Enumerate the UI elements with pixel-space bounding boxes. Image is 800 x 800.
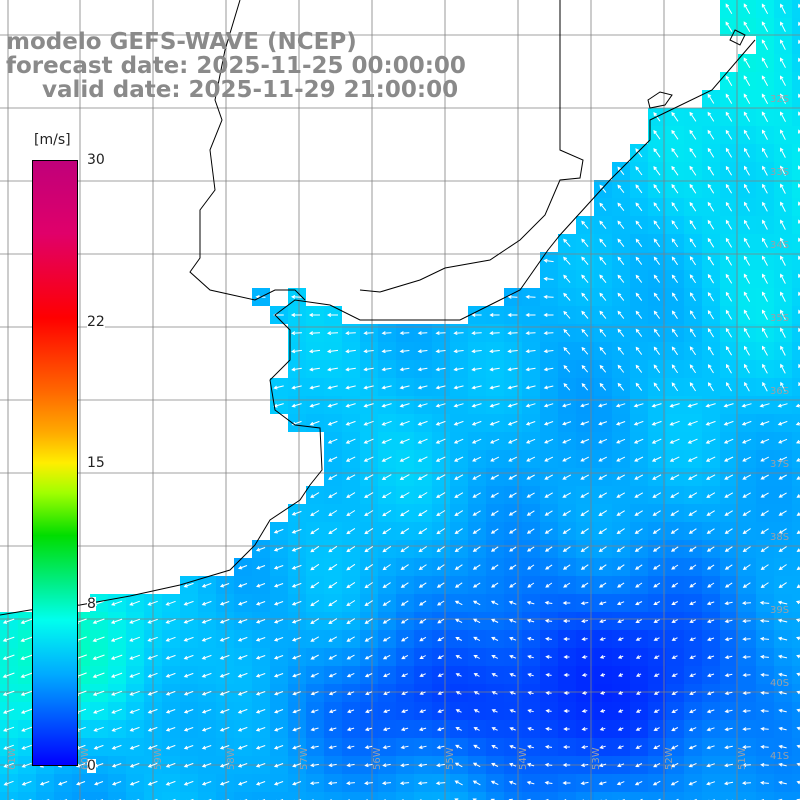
longitude-label: 55W: [445, 747, 456, 770]
longitude-label: 56W: [372, 747, 383, 770]
latitude-label: 34S: [770, 240, 790, 251]
model-title: modelo GEFS-WAVE (NCEP): [6, 29, 357, 55]
latitude-label: 32S: [770, 94, 790, 105]
latitude-label: 41S: [770, 751, 790, 762]
colorbar-tick-label: 0: [87, 758, 96, 774]
longitude-label: 57W: [299, 747, 310, 770]
longitude-label: 52W: [664, 747, 675, 770]
longitude-label: 61W: [7, 747, 18, 770]
latitude-label: 39S: [770, 605, 790, 616]
longitude-label: 60W: [80, 747, 91, 770]
longitude-label: 59W: [153, 747, 164, 770]
latitude-label: 33S: [770, 167, 790, 178]
colorbar-tick-label: 15: [87, 455, 105, 471]
longitude-label: 51W: [737, 747, 748, 770]
longitude-label: 53W: [591, 747, 602, 770]
longitude-label: 58W: [226, 747, 237, 770]
colorbar-tick-label: 22: [87, 313, 105, 330]
latitude-label: 38S: [770, 532, 790, 543]
longitude-label: 54W: [518, 747, 529, 770]
valid-date-title: valid date: 2025-11-29 21:00:00: [42, 77, 459, 103]
latitude-label: 36S: [770, 386, 790, 397]
latitude-label: 40S: [770, 678, 790, 689]
latitude-label: 35S: [770, 313, 790, 324]
forecast-date-title: forecast date: 2025-11-25 00:00:00: [6, 53, 466, 79]
colorbar-tick-label: 8: [87, 596, 96, 613]
coastline: [0, 0, 756, 616]
colorbar: [32, 160, 78, 766]
colorbar-tick-label: 30: [87, 152, 105, 168]
latitude-label: 37S: [770, 459, 790, 470]
colorbar-unit: [m/s]: [33, 132, 72, 148]
